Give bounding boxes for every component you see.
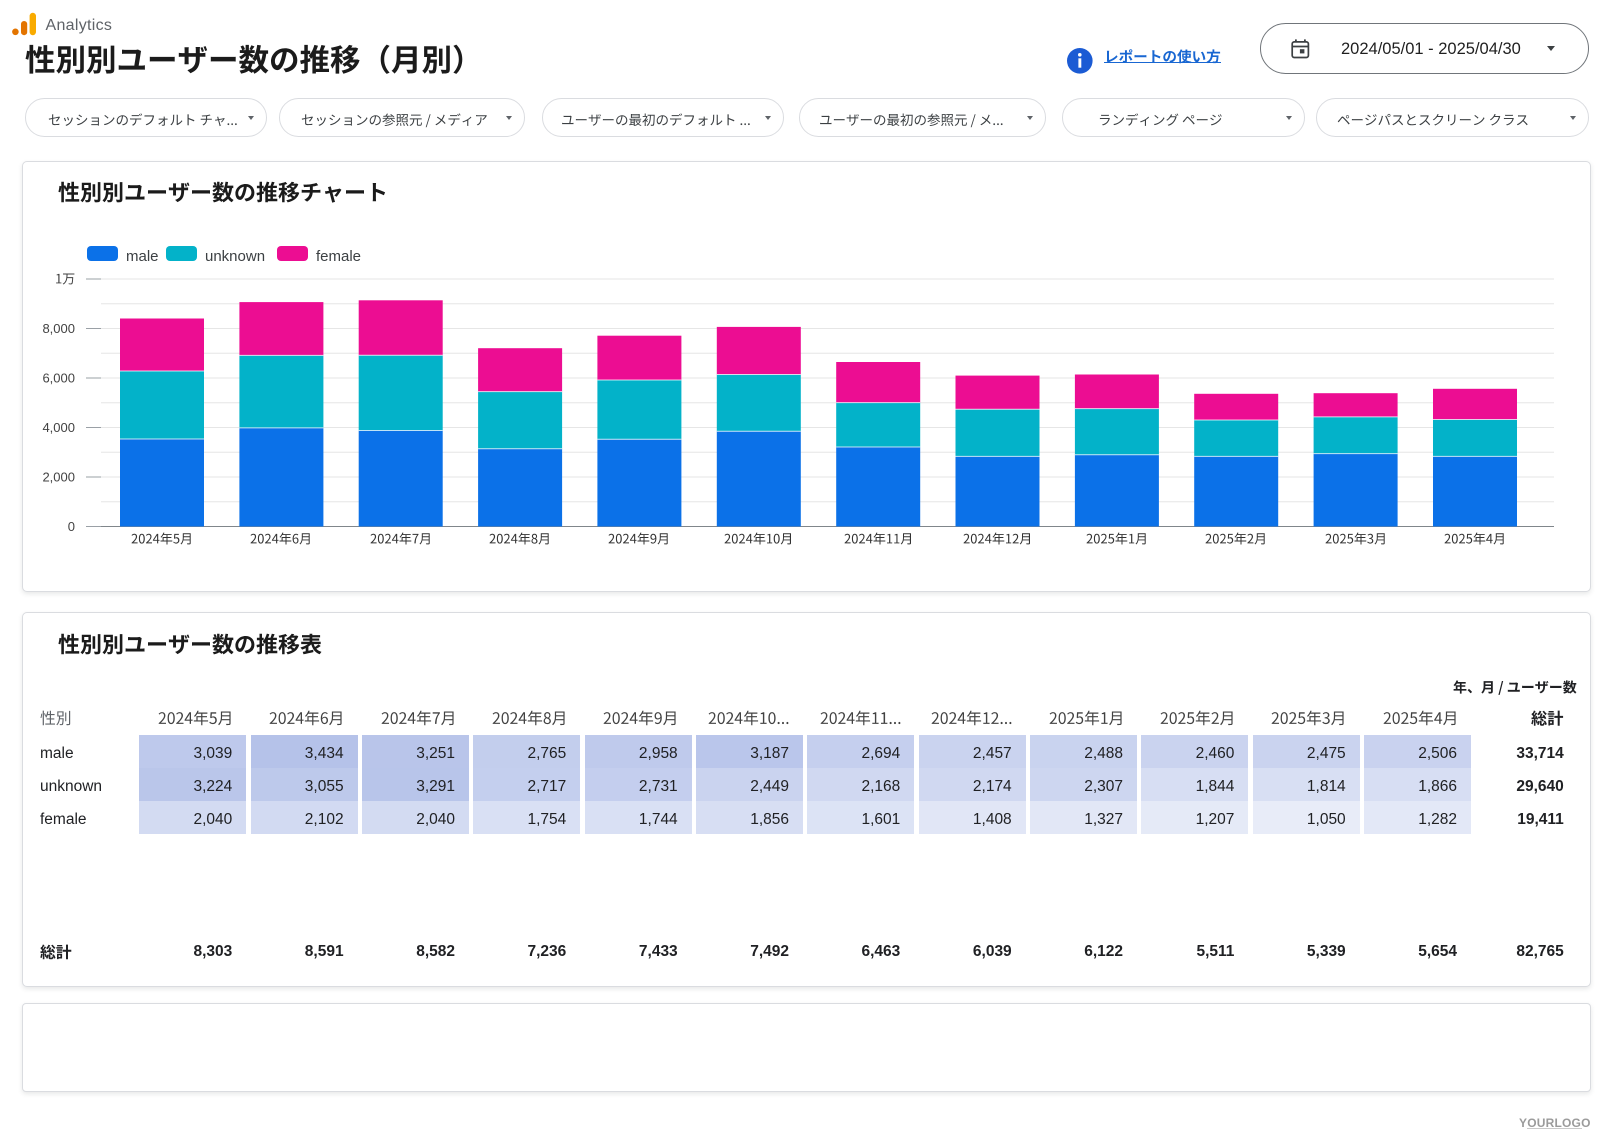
svg-text:0: 0 <box>68 519 75 534</box>
svg-text:8,000: 8,000 <box>42 321 75 336</box>
svg-text:4,000: 4,000 <box>42 420 75 435</box>
svg-text:6,000: 6,000 <box>42 371 75 386</box>
svg-text:2,000: 2,000 <box>42 470 75 485</box>
